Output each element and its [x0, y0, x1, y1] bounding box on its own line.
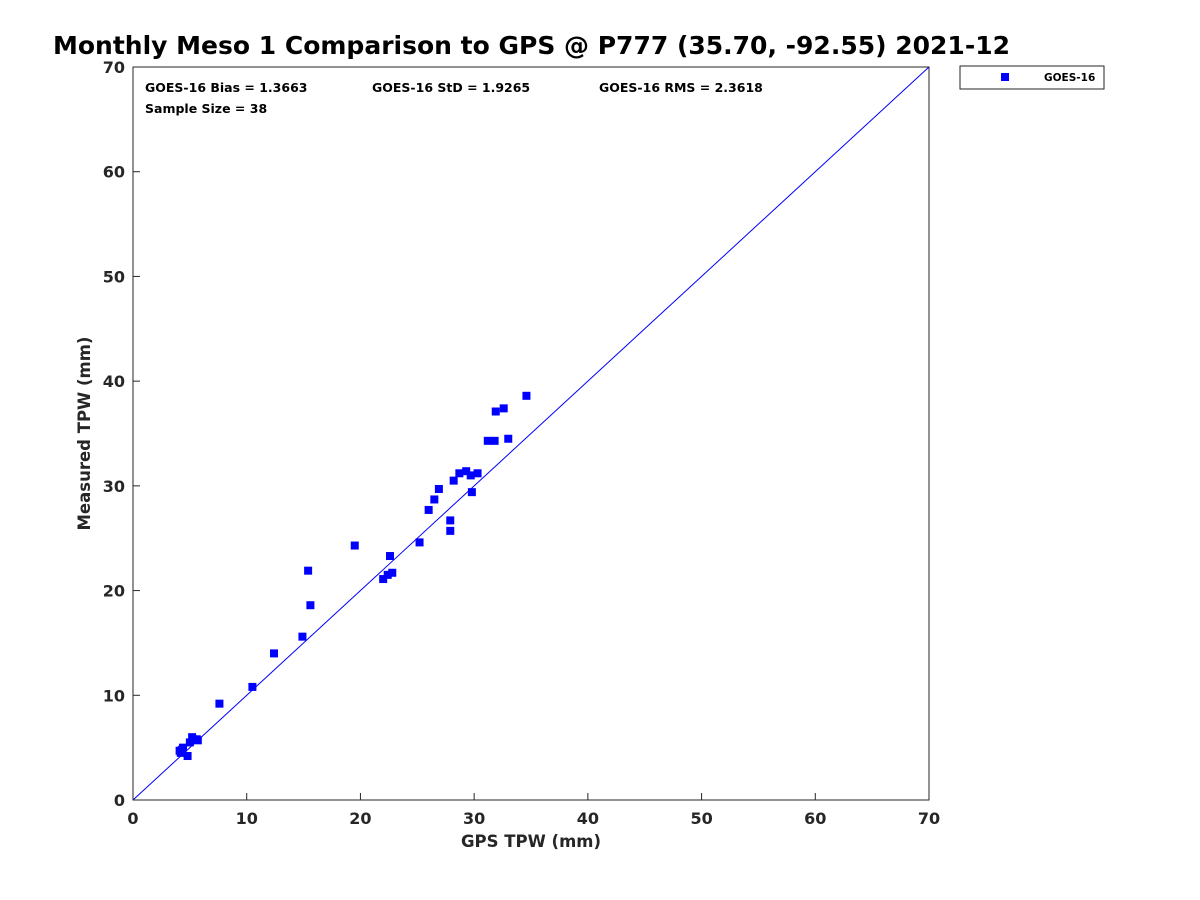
data-point: [473, 469, 482, 478]
stat-sample-size: Sample Size = 38: [145, 101, 267, 116]
data-point: [388, 568, 397, 577]
x-tick-label: 30: [463, 809, 485, 828]
data-point: [177, 745, 186, 754]
data-point: [483, 436, 492, 445]
y-tick-label: 0: [114, 791, 125, 810]
data-point: [379, 575, 388, 584]
y-tick-label: 20: [103, 582, 125, 601]
data-point: [466, 471, 475, 480]
legend-marker-square: [1001, 73, 1009, 81]
data-point: [446, 516, 455, 525]
data-point: [383, 570, 392, 579]
stat-std: GOES-16 StD = 1.9265: [372, 80, 530, 95]
data-point: [304, 566, 313, 575]
data-point: [248, 682, 257, 691]
stat-bias: GOES-16 Bias = 1.3663: [145, 80, 307, 95]
y-axis: 0 10 20 30 40 50 60 70: [103, 58, 140, 810]
data-point: [183, 752, 192, 761]
data-point: [415, 538, 424, 547]
stat-rms: GOES-16 RMS = 2.3618: [599, 80, 763, 95]
plot-frame: [132, 66, 930, 801]
x-tick-label: 20: [349, 809, 371, 828]
x-tick-label: 50: [690, 809, 712, 828]
y-tick-label: 60: [103, 163, 125, 182]
data-point: [185, 738, 194, 747]
data-point: [434, 484, 443, 493]
legend-entry-goes16: GOES-16: [1044, 72, 1095, 84]
data-point: [424, 505, 433, 514]
data-point: [446, 526, 455, 535]
data-point: [491, 407, 500, 416]
data-point: [490, 436, 499, 445]
x-tick-label: 70: [918, 809, 940, 828]
y-tick-label: 40: [103, 372, 125, 391]
data-point: [193, 736, 202, 745]
data-point: [504, 434, 513, 443]
y-axis-label: Measured TPW (mm): [75, 337, 94, 531]
x-axis-label: GPS TPW (mm): [461, 832, 601, 851]
x-tick-label: 0: [127, 809, 138, 828]
y-tick-label: 70: [103, 58, 125, 77]
data-point: [215, 699, 224, 708]
data-point: [430, 495, 439, 504]
x-axis: 0 10 20 30 40 50 60 70: [127, 793, 940, 828]
data-point: [449, 476, 458, 485]
legend: GOES-16: [959, 65, 1105, 90]
x-tick-label: 40: [577, 809, 599, 828]
chart-title: Monthly Meso 1 Comparison to GPS @ P777 …: [53, 31, 1010, 60]
y-tick-label: 30: [103, 477, 125, 496]
data-point: [455, 469, 464, 478]
y-tick-label: 50: [103, 267, 125, 286]
stats-annotations: GOES-16 Bias = 1.3663 GOES-16 StD = 1.92…: [145, 80, 763, 116]
data-point: [385, 552, 394, 561]
x-tick-label: 60: [804, 809, 826, 828]
x-tick-label: 10: [236, 809, 258, 828]
data-point: [350, 541, 359, 550]
data-point: [270, 649, 279, 658]
data-point: [188, 733, 197, 742]
y-tick-label: 10: [103, 686, 125, 705]
data-points: [175, 391, 531, 761]
data-point: [522, 391, 531, 400]
data-point: [306, 601, 315, 610]
data-point: [462, 467, 471, 476]
data-point: [499, 404, 508, 413]
data-point: [467, 488, 476, 497]
legend-box: [959, 65, 1105, 90]
data-point: [298, 632, 307, 641]
plot-area: [132, 66, 930, 801]
one-to-one-line: [132, 66, 930, 801]
